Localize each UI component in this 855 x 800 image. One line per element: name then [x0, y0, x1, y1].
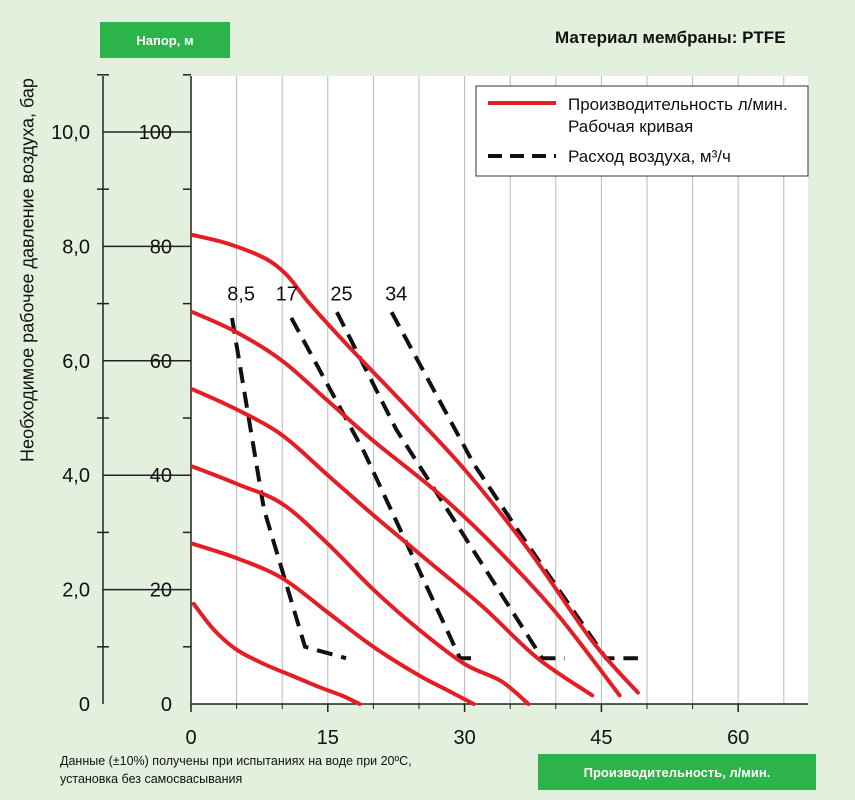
y2-tick-label: 8,0: [62, 236, 90, 258]
air-consumption-line: [289, 316, 474, 661]
x-tick-label: 15: [317, 727, 339, 749]
y-tick-label: 80: [150, 236, 172, 258]
air-consumption-line: [335, 311, 565, 661]
performance-curve: [190, 387, 595, 698]
legend-air-label: Расход воздуха, м³/ч: [568, 147, 731, 166]
chart-legend: Производительность л/мин. Рабочая кривая…: [475, 85, 809, 177]
performance-curve: [190, 541, 476, 706]
air-consumption-labels: 8,5 17 25 34: [227, 284, 407, 306]
y-tick-label: 0: [161, 694, 172, 716]
y-tick-label: 100: [139, 122, 172, 144]
air-consumption-label: 8,5: [227, 284, 255, 306]
performance-curve: [190, 233, 640, 695]
plot-background: [191, 76, 808, 704]
y2-tick-label: 0: [79, 694, 90, 716]
membrane-material-label: Материал мембраны: PTFE: [555, 28, 786, 47]
y2-tick-label: 10,0: [51, 122, 90, 144]
y2-tick-label: 4,0: [62, 465, 90, 487]
y-tick-label: 60: [150, 351, 172, 373]
y-tick-label: 20: [150, 580, 172, 602]
y2-tick-label: 6,0: [62, 351, 90, 373]
air-consumption-label: 34: [385, 284, 407, 306]
performance-curve: [190, 464, 531, 706]
legend-performance-line2: Рабочая кривая: [568, 117, 693, 136]
test-conditions-note: Данные (±10%) получены при испытаниях на…: [60, 752, 480, 788]
air-consumption-label: 25: [330, 284, 352, 306]
note-line-2: установка без самосвасывания: [60, 772, 243, 786]
y-axis-title-badge: Напор, м: [100, 22, 230, 58]
air-consumption-line: [389, 311, 638, 661]
chart-grid: [191, 76, 808, 704]
performance-curve: [191, 601, 362, 706]
air-consumption-label: 17: [276, 284, 298, 306]
y2-tick-label: 2,0: [62, 580, 90, 602]
y-tick-label: 40: [150, 465, 172, 487]
note-line-1: Данные (±10%) получены при испытаниях на…: [60, 754, 412, 768]
x-axis-title-badge: Производительность, л/мин.: [538, 754, 816, 790]
performance-curves: [190, 233, 640, 706]
performance-curve: [190, 310, 622, 698]
x-tick-label: 0: [185, 727, 196, 749]
x-tick-label: 60: [727, 727, 749, 749]
x-tick-label: 45: [590, 727, 612, 749]
legend-performance-line1: Производительность л/мин.: [568, 95, 788, 114]
x-tick-label: 30: [453, 727, 475, 749]
